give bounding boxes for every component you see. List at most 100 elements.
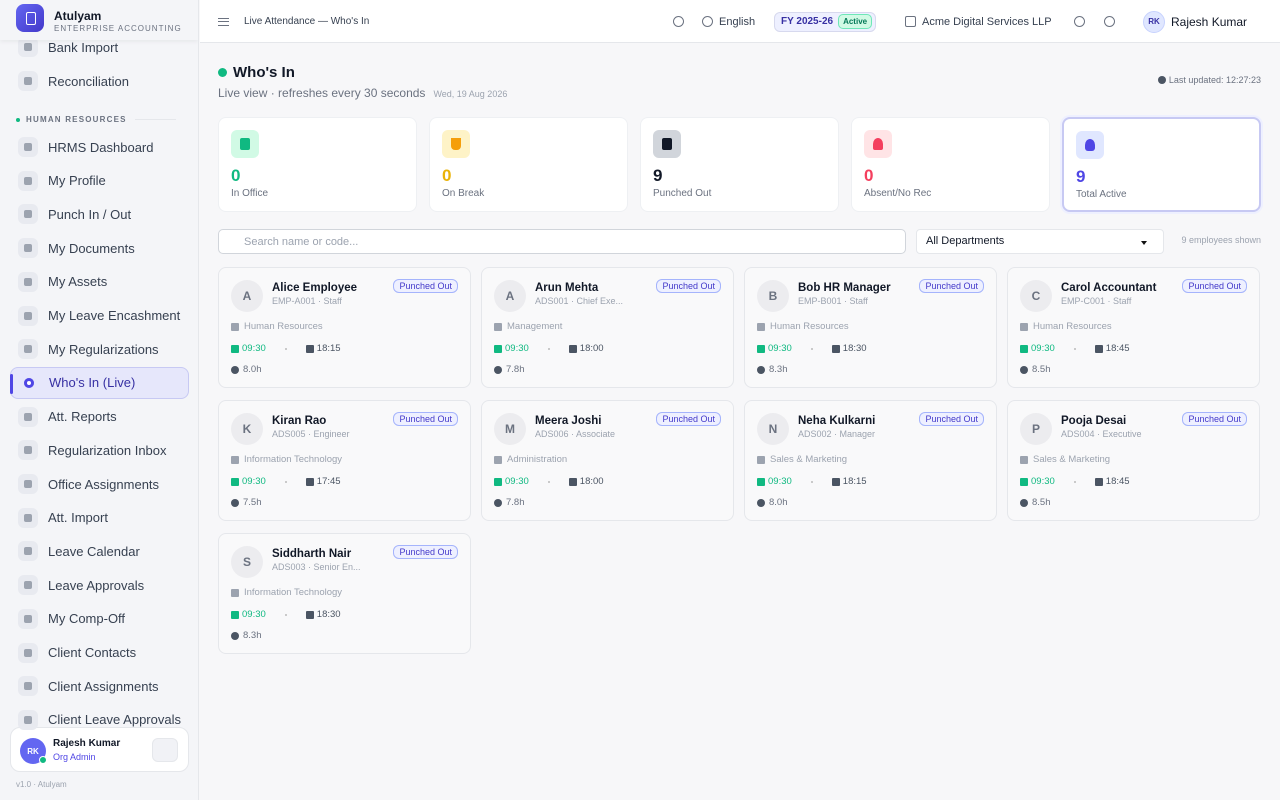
stat-card[interactable]: 0 Absent/No Rec — [851, 117, 1050, 212]
hours-row: 7.8h — [494, 497, 525, 508]
status-badge: Punched Out — [656, 412, 721, 426]
nav-item[interactable]: My Profile — [10, 165, 189, 197]
department-row: Sales & Marketing — [1020, 454, 1110, 465]
menu-toggle[interactable] — [218, 0, 229, 43]
times-row: 09:30 18:15 — [757, 476, 867, 487]
employee-card[interactable]: A Alice Employee EMP-A001 · Staff Punched O… — [218, 267, 471, 388]
nav-label: My Leave Encashment — [48, 308, 181, 323]
employee-avatar: S — [231, 546, 263, 578]
employee-card[interactable]: K Kiran Rao ADS005 · Engineer Punched Out In… — [218, 400, 471, 521]
punch-in: 09:30 — [1031, 476, 1055, 487]
times-row: 09:30 18:30 — [757, 343, 867, 354]
stat-card[interactable]: 9 Total Active — [1062, 117, 1261, 212]
stat-icon — [1076, 131, 1104, 159]
nav-label: Client Leave Approvals — [48, 712, 181, 728]
nav-item[interactable]: My Documents — [10, 232, 189, 264]
nav-item[interactable]: Leave Approvals — [10, 569, 189, 601]
nav-label: Leave Approvals — [48, 577, 145, 593]
company: Acme Digital Services LLP — [922, 15, 1052, 28]
hours-icon — [1020, 365, 1028, 374]
employee-card[interactable]: P Pooja Desai ADS004 · Executive Punched Ou… — [1007, 400, 1260, 521]
nav-section[interactable]: HUMAN RESOURCES — [16, 115, 184, 124]
stat-card[interactable]: 0 On Break — [429, 117, 628, 212]
nav-item[interactable]: My Regularizations — [10, 333, 189, 365]
department-select[interactable]: All Departments — [916, 229, 1164, 254]
nav-item[interactable]: Who's In (Live) — [10, 366, 189, 399]
nav-icon — [18, 305, 38, 326]
separator — [1073, 480, 1076, 483]
nav-item[interactable]: My Assets — [10, 266, 189, 298]
employee-code: EMP-B001 · Staff — [798, 296, 868, 306]
employee-card[interactable]: A Arun Mehta ADS001 · Chief Exe... Punched … — [481, 267, 734, 388]
times-row: 09:30 18:30 — [231, 609, 341, 620]
employee-code: ADS006 · Associate — [535, 429, 616, 439]
punch-out: 17:45 — [316, 476, 341, 487]
department: Administration — [507, 454, 568, 465]
company-select[interactable]: Acme Digital Services LLP — [905, 0, 1052, 43]
hours: 7.8h — [506, 497, 525, 508]
stat-card[interactable]: 9 Punched Out — [640, 117, 839, 212]
history-button[interactable] — [673, 0, 684, 43]
nav-icon — [18, 440, 38, 461]
hours-row: 8.0h — [757, 497, 788, 508]
department: Human Resources — [244, 321, 323, 332]
nav-item[interactable]: Att. Import — [10, 502, 189, 534]
fy: FY 2025-26 — [781, 16, 834, 27]
stat-value: 0 — [864, 166, 874, 185]
employee-name: Alice Employee — [272, 282, 358, 294]
stat-value: 0 — [231, 166, 241, 185]
top-avatar: RK — [1143, 10, 1165, 33]
nav-icon — [18, 676, 38, 697]
privacy-toggle[interactable] — [1104, 0, 1115, 43]
department: Human Resources — [770, 321, 849, 332]
logout-button[interactable] — [152, 738, 178, 762]
hours-icon — [757, 365, 765, 374]
out-icon — [568, 477, 577, 486]
separator — [284, 480, 287, 483]
nav-item[interactable]: Client Assignments — [10, 670, 189, 702]
department: Human Resources — [1033, 321, 1112, 332]
search-input[interactable]: Search name or code... — [218, 229, 906, 254]
user-menu[interactable]: RK Rajesh Kumar — [1143, 0, 1247, 43]
hours: 8.5h — [1032, 497, 1051, 508]
hours-row: 8.3h — [757, 364, 788, 375]
punch-in: 09:30 — [505, 343, 529, 354]
employee-avatar: M — [494, 413, 526, 445]
employee-card[interactable]: B Bob HR Manager EMP-B001 · Staff Punched O… — [744, 267, 997, 388]
stat-label: In Office — [231, 188, 269, 199]
department-icon — [231, 588, 239, 597]
out-icon — [305, 477, 314, 486]
nav-item[interactable]: Punch In / Out — [10, 198, 189, 230]
employee-avatar: B — [757, 280, 789, 312]
nav-item[interactable]: Client Leave Approvals — [10, 704, 189, 736]
employee-card[interactable]: N Neha Kulkarni ADS002 · Manager Punched Ou… — [744, 400, 997, 521]
employee-card[interactable]: M Meera Joshi ADS006 · Associate Punched Ou… — [481, 400, 734, 521]
nav-item[interactable]: Bank Import — [10, 31, 189, 63]
nav-item[interactable]: Regularization Inbox — [10, 434, 189, 466]
nav-item[interactable]: Client Contacts — [10, 637, 189, 669]
department-row: Sales & Marketing — [757, 454, 847, 465]
nav-item[interactable]: Reconciliation — [10, 65, 189, 97]
nav-item[interactable]: My Comp-Off — [10, 603, 189, 635]
brand[interactable]: Atulyam ENTERPRISE ACCOUNTING — [0, 0, 198, 40]
employee-card[interactable]: C Carol Accountant EMP-C001 · Staff Punched… — [1007, 267, 1260, 388]
fy-select[interactable]: FY 2025-26 Active — [774, 0, 877, 43]
in-icon — [1020, 477, 1028, 486]
punch-out: 18:00 — [579, 476, 604, 487]
employee-name: Kiran Rao — [272, 415, 327, 427]
employee-code: ADS002 · Manager — [798, 429, 876, 439]
nav-label: My Regularizations — [48, 341, 159, 357]
nav-item[interactable]: Att. Reports — [10, 401, 189, 433]
nav-icon — [18, 37, 38, 57]
nav-item[interactable]: Leave Calendar — [10, 535, 189, 567]
nav-item[interactable]: Office Assignments — [10, 468, 189, 500]
employee-card[interactable]: S Siddharth Nair ADS003 · Senior En... Punc… — [218, 533, 471, 654]
stat-card[interactable]: 0 In Office — [218, 117, 417, 212]
nav-item[interactable]: My Leave Encashment — [10, 300, 189, 332]
language-select[interactable]: English — [702, 0, 755, 43]
notifications[interactable] — [1074, 0, 1085, 43]
nav-icon — [18, 71, 38, 91]
department-row: Administration — [494, 454, 567, 465]
nav-item[interactable]: HRMS Dashboard — [10, 131, 189, 163]
